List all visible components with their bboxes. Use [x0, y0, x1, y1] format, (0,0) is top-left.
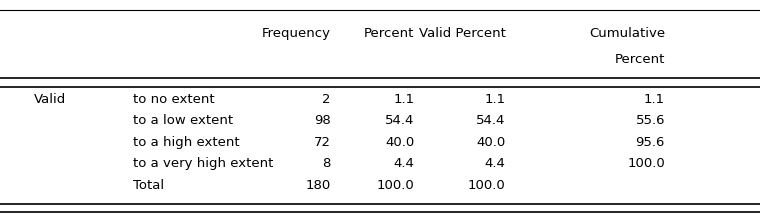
- Text: Cumulative: Cumulative: [589, 27, 665, 40]
- Text: 72: 72: [314, 136, 331, 149]
- Text: 1.1: 1.1: [393, 93, 414, 106]
- Text: 2: 2: [322, 93, 331, 106]
- Text: to a very high extent: to a very high extent: [133, 157, 274, 170]
- Text: 54.4: 54.4: [476, 114, 505, 127]
- Text: Valid: Valid: [34, 93, 66, 106]
- Text: 100.0: 100.0: [376, 179, 414, 192]
- Text: Total: Total: [133, 179, 164, 192]
- Text: Percent: Percent: [364, 27, 414, 40]
- Text: 4.4: 4.4: [485, 157, 505, 170]
- Text: 8: 8: [322, 157, 331, 170]
- Text: 55.6: 55.6: [635, 114, 665, 127]
- Text: 40.0: 40.0: [477, 136, 505, 149]
- Text: 100.0: 100.0: [627, 157, 665, 170]
- Text: 180: 180: [306, 179, 331, 192]
- Text: 54.4: 54.4: [385, 114, 414, 127]
- Text: 1.1: 1.1: [484, 93, 505, 106]
- Text: to no extent: to no extent: [133, 93, 214, 106]
- Text: 98: 98: [314, 114, 331, 127]
- Text: Frequency: Frequency: [261, 27, 331, 40]
- Text: 40.0: 40.0: [385, 136, 414, 149]
- Text: Valid Percent: Valid Percent: [419, 27, 505, 40]
- Text: 95.6: 95.6: [635, 136, 665, 149]
- Text: 100.0: 100.0: [467, 179, 505, 192]
- Text: 1.1: 1.1: [644, 93, 665, 106]
- Text: Percent: Percent: [615, 54, 665, 66]
- Text: to a low extent: to a low extent: [133, 114, 233, 127]
- Text: 4.4: 4.4: [394, 157, 414, 170]
- Text: to a high extent: to a high extent: [133, 136, 239, 149]
